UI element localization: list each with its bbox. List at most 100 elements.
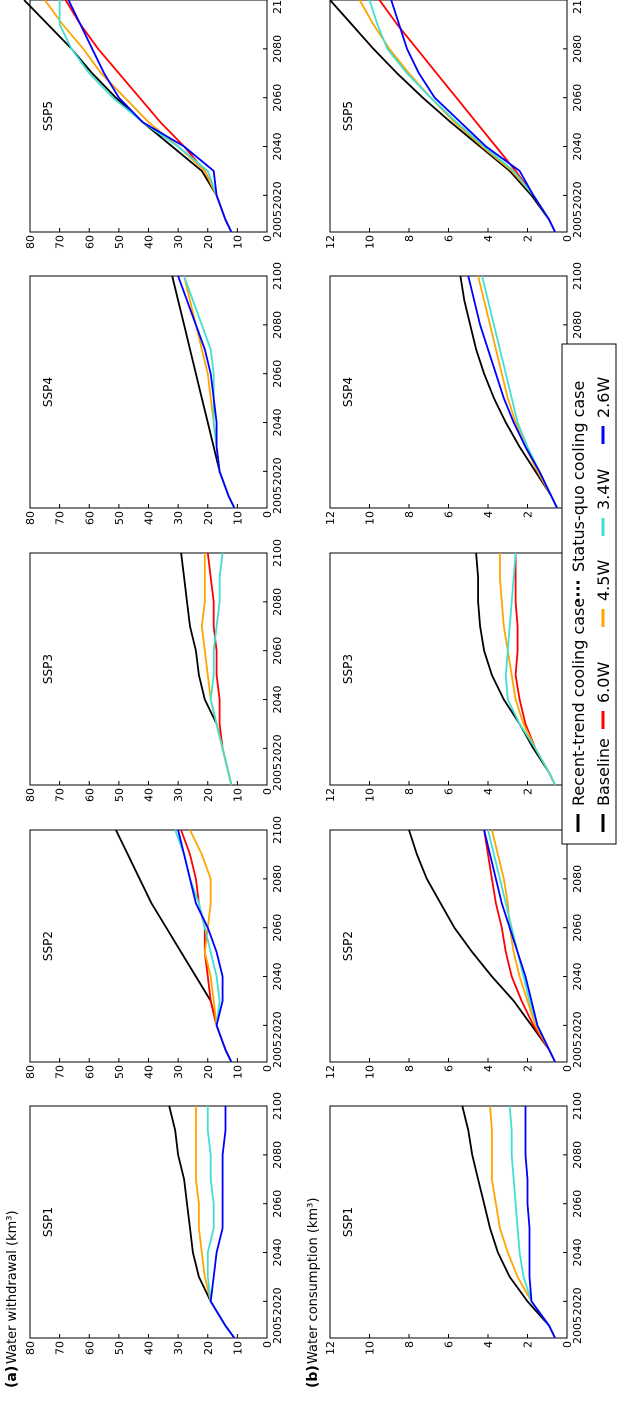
panel-a-ssp1-series-2-6w (209, 1106, 236, 1339)
panel-a-ssp4-xtick-label: 2060 (271, 360, 284, 388)
panel-b-ssp2-ytick-label: 10 (364, 1065, 377, 1079)
panel-b-ssp5-ytick-label: 12 (324, 235, 337, 249)
panel-b-ssp1-xtick-label: 2040 (571, 1239, 584, 1267)
panel-a-ssp5-ytick-label: 80 (24, 235, 37, 249)
panel-b-ssp3-ytick-label: 10 (364, 788, 377, 802)
panel-b-ssp2-ytick-label: 0 (561, 1065, 574, 1072)
ylabel-consumption: Water consumption (km³) (306, 1198, 321, 1364)
panel-b-ssp2-xtick-label: 2005 (571, 1040, 584, 1068)
panel-b-ssp5-ytick-label: 6 (443, 235, 456, 242)
legend: Recent-trend cooling case Status-quo coo… (561, 343, 617, 845)
panel-a-ssp1-ytick-label: 40 (143, 1341, 156, 1355)
panel-a-ssp5-title: SSP5 (41, 101, 55, 131)
legend-label-3-4w: 3.4W (594, 469, 613, 510)
panel-a-ssp5-ytick-label: 70 (54, 235, 67, 249)
panel-a-ssp4-xtick-label: 2020 (271, 457, 284, 485)
panel-b-ssp2-xtick-label: 2040 (571, 963, 584, 991)
legend-label-status-quo: Status-quo cooling case (569, 381, 588, 572)
panel-b-ssp3-series-baseline (475, 552, 556, 786)
panel-b-ssp5-xtick-label: 2080 (571, 35, 584, 63)
panel-a-ssp1-ytick-label: 30 (172, 1341, 185, 1355)
panel-a-ssp2-xtick-label: 2020 (271, 1011, 284, 1039)
panel-b-ssp5-ytick-label: 0 (561, 235, 574, 242)
subplot-grid: SSP1010203040506070802005202020402060208… (23, 0, 584, 1355)
panel-b-ssp3-frame (329, 552, 568, 786)
panel-b-ssp2-xtick-label: 2080 (571, 865, 584, 893)
panel-a-ssp3-ytick-label: 80 (24, 788, 37, 802)
panel-a-ssp1-ytick-label: 20 (202, 1341, 215, 1355)
panel-b-ssp2-ytick-label: 12 (324, 1065, 337, 1079)
panel-a-ssp3-ytick-label: 70 (54, 788, 67, 802)
panel-b-ssp5-xtick-label: 2100 (571, 0, 584, 14)
panel-a-ssp4-ytick-label: 10 (231, 511, 244, 525)
panel-b-ssp4-series-2-6w (467, 275, 558, 509)
panel-b-ssp3-ytick-label: 8 (403, 788, 416, 795)
panel-a-ssp5-ytick-label: 0 (261, 235, 274, 242)
panel-b-ssp2-title: SSP2 (341, 931, 355, 961)
panel-a-ssp5-ytick-label: 60 (83, 235, 96, 249)
panel-a-ssp3-title: SSP3 (41, 654, 55, 684)
panel-a-ssp2-xtick-label: 2005 (271, 1040, 284, 1068)
panel-b-ssp4-series-4-5w (477, 275, 558, 509)
panel-b-ssp1-ytick-label: 12 (324, 1341, 337, 1355)
panel-a-ssp1-ytick-label: 60 (83, 1341, 96, 1355)
panel-b-ssp1-ytick-label: 8 (403, 1341, 416, 1348)
legend-label-recent-trend: Recent-trend cooling case (569, 598, 588, 806)
panel-a-ssp3-ytick-label: 10 (231, 788, 244, 802)
panel-a-ssp1-frame (29, 1105, 268, 1339)
panel-a-ssp2-ytick-label: 0 (261, 1065, 274, 1072)
panel-a-ssp3-xtick-label: 2060 (271, 637, 284, 665)
panel-b-ssp1-xtick-label: 2005 (571, 1316, 584, 1344)
panel-a-ssp2-series-2-6w (177, 829, 233, 1063)
panel-b-ssp2-ytick-label: 4 (482, 1065, 495, 1072)
panel-a-ssp4-ytick-label: 0 (261, 511, 274, 518)
panel-b-ssp2-xtick-label: 2020 (571, 1011, 584, 1039)
panel-a-ssp4-ytick-label: 40 (143, 511, 156, 525)
panel-b-ssp2-series-4-5w (491, 829, 556, 1063)
panel-b-ssp1-frame (329, 1105, 568, 1339)
panel-a-ssp1-xtick-label: 2020 (271, 1287, 284, 1315)
panel-a-ssp3-xtick-label: 2100 (271, 539, 284, 567)
panel-a-ssp3-xtick-label: 2040 (271, 686, 284, 714)
panel-a-ssp1-title: SSP1 (41, 1207, 55, 1237)
panel-b-ssp2-ytick-label: 2 (522, 1065, 535, 1072)
panel-b-ssp5-series-2-6w (390, 0, 556, 233)
panel-a-ssp2-ytick-label: 70 (54, 1065, 67, 1079)
panel-a-ssp3-ytick-label: 30 (172, 788, 185, 802)
panel-a-ssp5-ytick-label: 30 (172, 235, 185, 249)
panel-a-ssp2-ytick-label: 60 (83, 1065, 96, 1079)
panel-a-ssp4-ytick-label: 60 (83, 511, 96, 525)
panel-a-ssp4-xtick-label: 2080 (271, 311, 284, 339)
panel-b-ssp2-series-2-6w (483, 829, 556, 1063)
panel-b-ssp5-ytick-label: 2 (522, 235, 535, 242)
panel-a-ssp5-ytick-label: 40 (143, 235, 156, 249)
panel-a-ssp5-xtick-label: 2005 (271, 210, 284, 238)
panel-b-ssp3-ytick-label: 12 (324, 788, 337, 802)
panel-b-ssp2-ytick-label: 8 (403, 1065, 416, 1072)
panel-a-ssp2-ytick-label: 40 (143, 1065, 156, 1079)
panel-a-ssp1-xtick-label: 2040 (271, 1239, 284, 1267)
rotated-figure: (a) (b) Water withdrawal (km³) Water con… (4, 0, 617, 1388)
panel-b-ssp5-ytick-label: 8 (403, 235, 416, 242)
panel-a-ssp4-frame (29, 275, 268, 509)
panel-a-ssp5-ytick-label: 50 (113, 235, 126, 249)
panel-b-ssp3: SSP3024681012200520202040206020802100 (324, 539, 584, 802)
legend-label-2-6w: 2.6W (594, 377, 613, 418)
panel-a-ssp4-series-2-6w (177, 275, 236, 509)
panel-b-ssp5-ytick-label: 4 (482, 235, 495, 242)
panel-a-ssp2-xtick-label: 2080 (271, 865, 284, 893)
panel-a-ssp5-xtick-label: 2060 (271, 84, 284, 112)
ylabel-withdrawal: Water withdrawal (km³) (5, 1210, 20, 1364)
panel-b-ssp4-ytick-label: 4 (482, 511, 495, 518)
panel-b-ssp1-title: SSP1 (341, 1207, 355, 1237)
panel-a-ssp2-ytick-label: 50 (113, 1065, 126, 1079)
panel-b-ssp4-ytick-label: 8 (403, 511, 416, 518)
panel-a-ssp3-series-3-4w (209, 552, 233, 786)
legend-label-6-0w: 6.0W (594, 662, 613, 703)
panel-a-ssp1-xtick-label: 2005 (271, 1316, 284, 1344)
